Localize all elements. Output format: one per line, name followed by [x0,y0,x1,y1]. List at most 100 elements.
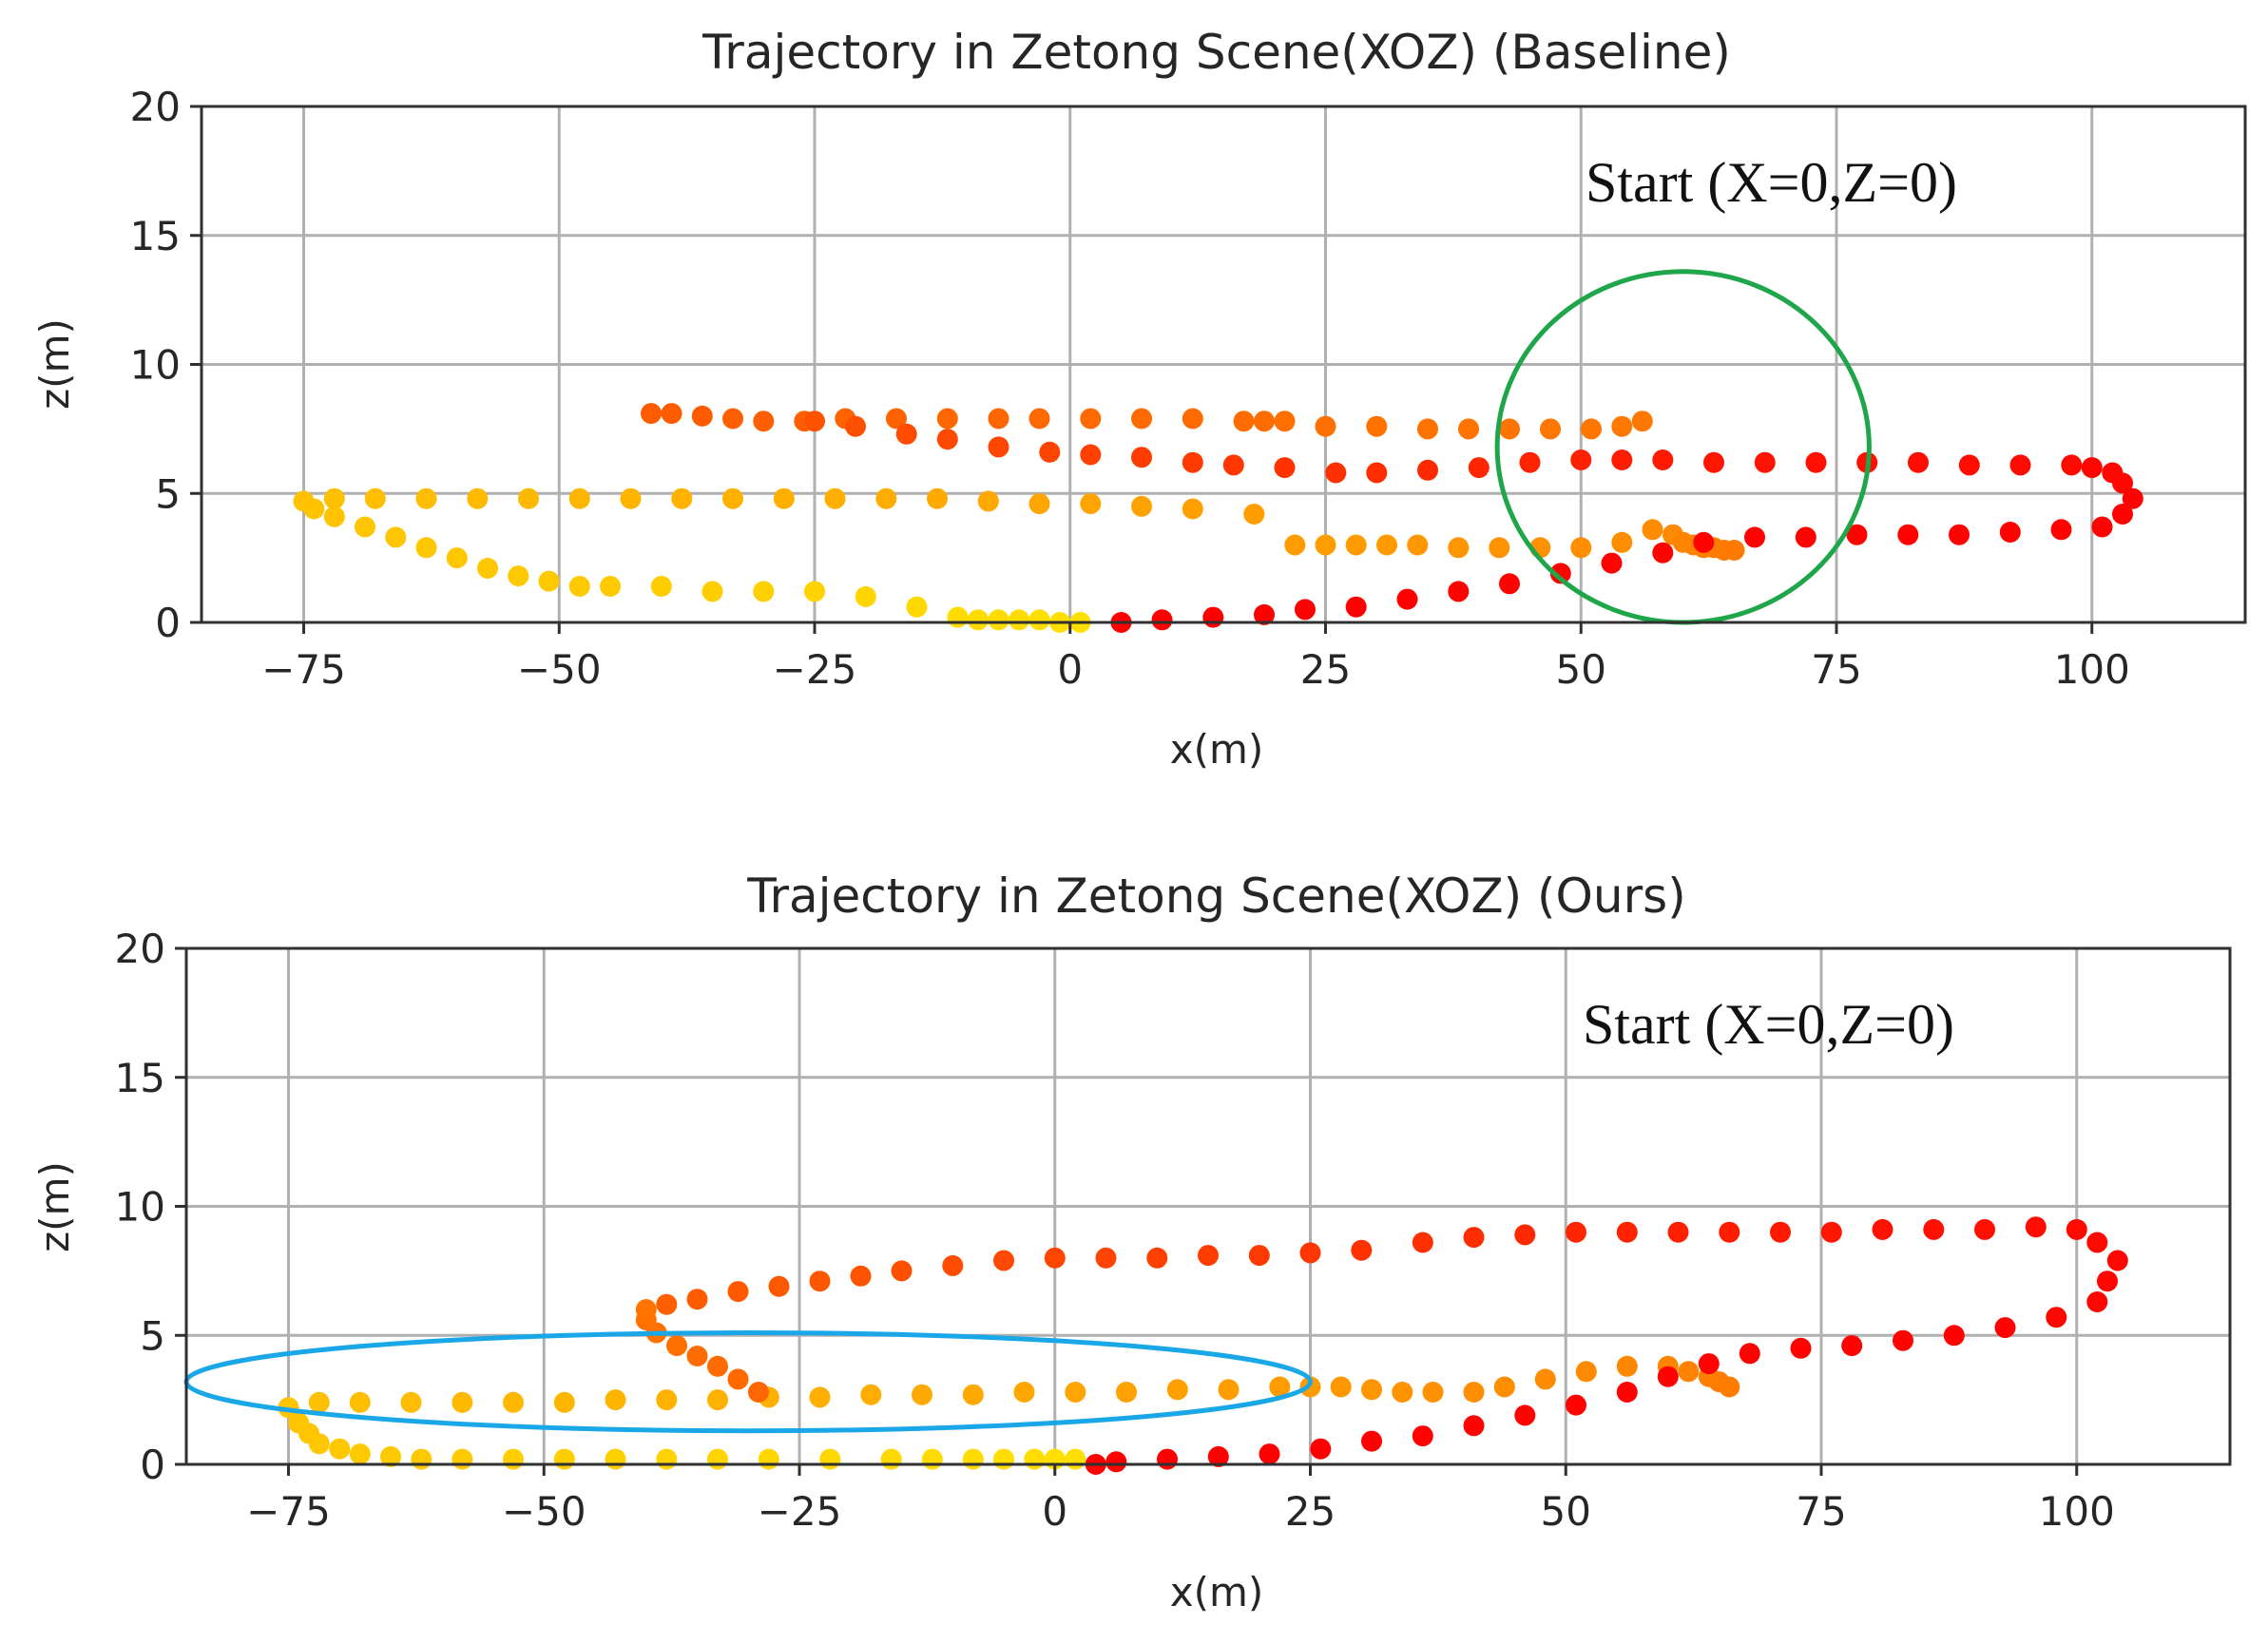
data-point [1207,1445,1229,1467]
data-point [1974,1218,1995,1240]
data-point [329,1438,351,1460]
highlight-marker [183,1330,1313,1434]
data-point [1080,408,1102,430]
data-point [650,576,672,597]
data-point [1943,1325,1965,1347]
data-point [1994,1317,2016,1339]
y-tick-label: 0 [155,600,181,646]
data-point [2061,454,2083,476]
data-point [753,581,775,602]
data-point [1325,462,1347,484]
data-point [1570,537,1592,559]
data-point [1105,1451,1127,1473]
data-point [1013,1382,1035,1403]
data-point [686,1346,708,1366]
data-point [323,506,345,527]
data-point [553,1448,575,1470]
x-tick-label: 0 [1057,646,1083,693]
data-point [1949,524,1970,545]
data-point [1274,457,1296,479]
data-point [1182,451,1203,473]
data-point [1243,504,1265,525]
data-point [1009,609,1029,631]
data-point [936,429,958,450]
data-point [349,1391,371,1413]
data-point [2112,472,2133,494]
data-point [895,423,917,445]
data-point [993,1448,1014,1470]
data-point [605,1389,626,1411]
data-point [1233,411,1255,432]
data-point [936,408,958,430]
data-point [977,490,999,512]
data-point [1131,447,1152,468]
data-point [2086,1291,2108,1312]
data-point [1719,1376,1740,1398]
data-point [1254,411,1275,432]
data-point [773,487,795,509]
data-point [1719,1221,1740,1243]
data-point [1080,444,1102,466]
y-tick-label: 10 [115,1184,165,1231]
data-point [1254,603,1275,625]
data-point [993,1250,1014,1271]
data-point [2091,516,2113,538]
data-point [1166,1379,1188,1401]
data-point [707,1389,728,1411]
data-point [1131,495,1152,517]
x-tick-label: 100 [2054,646,2130,693]
data-point [2106,1250,2128,1271]
data-point [1514,1404,1536,1426]
chart-title: Trajectory in Zetong Scene(XOZ) (Baselin… [702,25,1731,80]
data-point [1024,1448,1046,1470]
data-point [1893,1329,1913,1351]
y-axis-label: z(m) [31,318,78,410]
data-point [722,408,743,430]
start-annotation: Start (X=0,Z=0) [1586,151,1957,214]
data-point [1345,534,1367,556]
data-point [1667,1221,1689,1243]
data-point [1790,1337,1812,1359]
data-point [600,576,621,597]
data-point [1463,1382,1485,1403]
data-point [1616,1382,1638,1403]
data-point [415,537,437,559]
data-point [880,1448,902,1470]
data-point [1611,531,1633,553]
data-point [1330,1376,1352,1398]
data-point [1703,451,1724,473]
data-point [809,1386,831,1408]
data-point [553,1391,575,1413]
data-point [850,1265,872,1287]
data-point [1044,1247,1066,1269]
data-point [1284,534,1306,556]
y-axis-ticks: 0 5 10 15 20 [115,926,186,1488]
data-point [691,405,713,427]
data-point [1489,537,1510,559]
data-point [671,487,693,509]
data-point [467,487,489,509]
data-point [1958,454,1980,476]
data-point [804,581,825,602]
data-point [1095,1247,1117,1269]
data-points [293,403,2143,633]
data-point [1274,411,1296,432]
data-point [1412,1232,1433,1253]
data-point [1693,531,1715,553]
data-point [1080,493,1102,515]
y-tick-label: 20 [130,84,181,130]
data-point [620,487,642,509]
data-point [1642,519,1663,541]
data-point [308,1391,330,1413]
data-point [288,1412,310,1434]
highlight-ellipse [183,1330,1313,1434]
y-tick-label: 20 [115,926,165,972]
x-axis-label: x(m) [1170,1569,1264,1615]
data-point [1151,609,1173,631]
y-tick-label: 0 [140,1442,165,1488]
data-point [1820,1221,1842,1243]
data-point [1723,540,1745,561]
data-point [1259,1443,1280,1465]
data-point [656,1389,678,1411]
data-point [942,1254,964,1276]
